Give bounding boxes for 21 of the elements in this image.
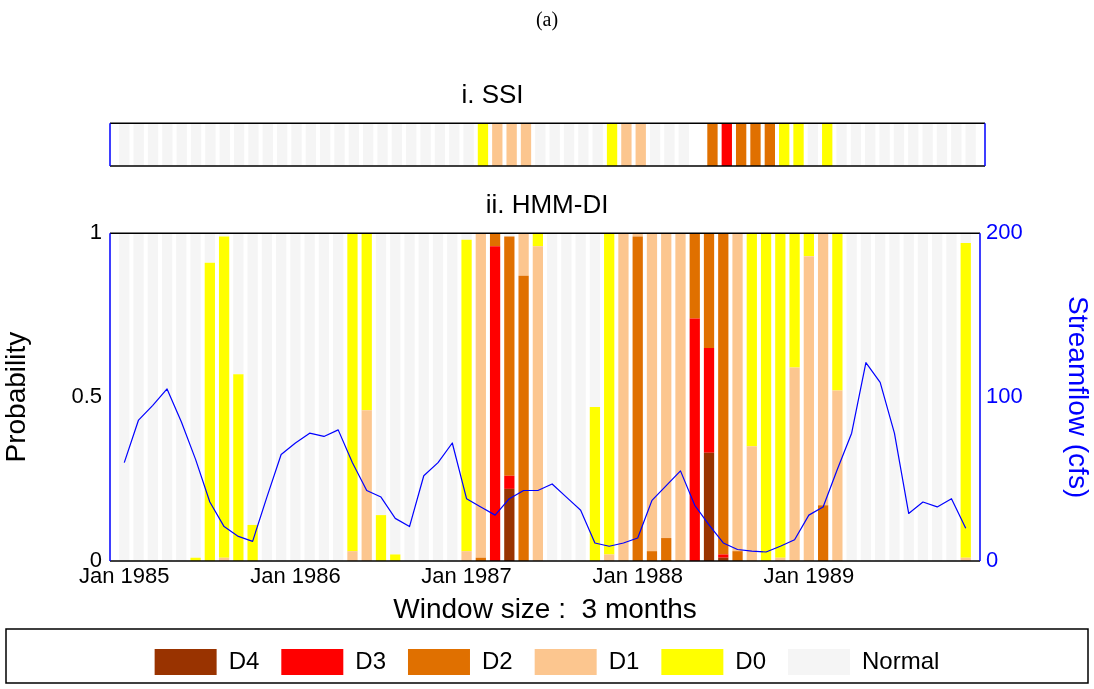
legend-label: Normal [862, 646, 940, 674]
y-axis-title: Probability [0, 331, 31, 463]
x-tick-label: Jan 1986 [250, 563, 341, 589]
x-tick-label: Jan 1989 [763, 563, 855, 589]
chart-title: ii. HMM-DI [485, 188, 609, 219]
y-tick-label: 0.5 [71, 383, 102, 409]
y2-tick-label: 0 [986, 547, 999, 573]
legend-label: D1 [608, 646, 640, 674]
y2-tick-label: 100 [986, 383, 1023, 409]
legend-label: D2 [481, 646, 513, 674]
y2-axis-title: Streamflow (cfs) [1063, 295, 1094, 499]
x-tick-label: Jan 1988 [592, 563, 683, 589]
y2-tick-label: 200 [986, 219, 1023, 245]
x-tick-label: Jan 1987 [421, 563, 512, 589]
x-axis-title: Window size : 3 months [393, 592, 697, 624]
legend-label: D4 [228, 646, 260, 674]
y-tick-label: 1 [89, 219, 102, 245]
text: (a) [534, 8, 560, 31]
chart-title: i. SSI [461, 78, 524, 109]
legend-label: D0 [735, 646, 767, 674]
legend-label: D3 [355, 646, 386, 674]
